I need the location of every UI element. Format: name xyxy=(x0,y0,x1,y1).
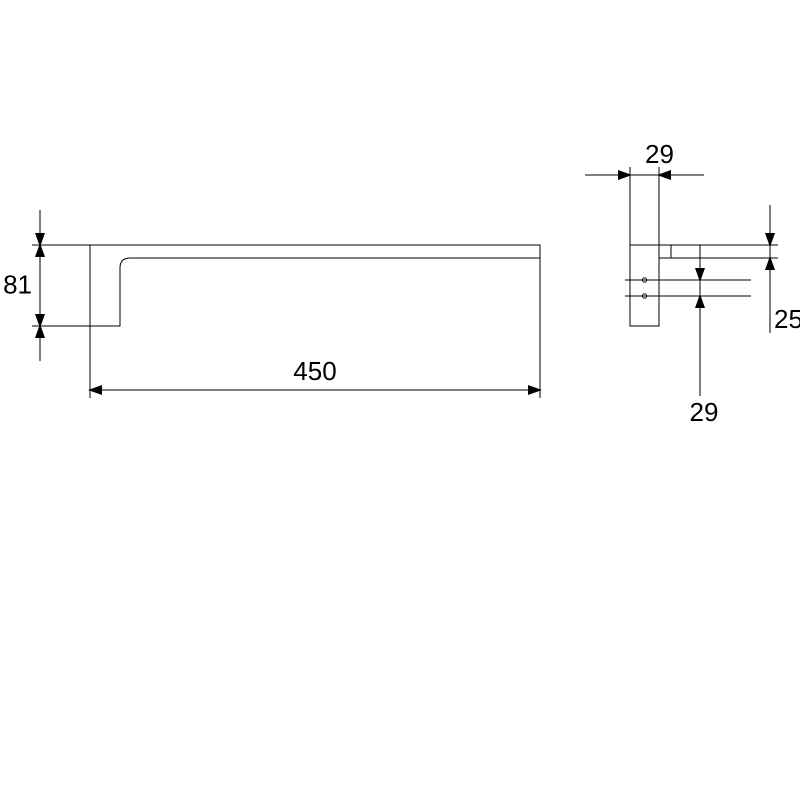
side-view-bar-projection xyxy=(659,245,671,258)
dimension-label: 450 xyxy=(293,356,336,386)
side-view-plate xyxy=(630,245,659,326)
dimension-label: 81 xyxy=(3,270,32,300)
front-view-outline xyxy=(90,245,540,326)
dimension-label: 29 xyxy=(690,397,719,427)
dimension-label: 29 xyxy=(645,139,674,169)
dimension-label: 25 xyxy=(774,304,800,334)
